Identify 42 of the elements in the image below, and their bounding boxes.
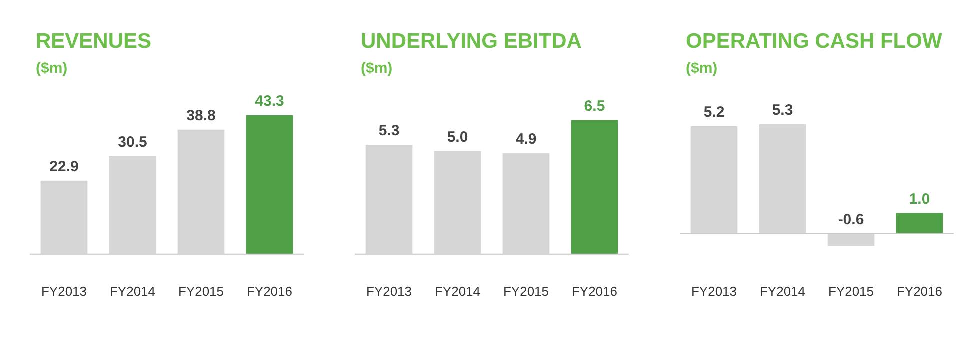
data-label: 4.9 <box>516 130 537 148</box>
x-tick-label: FY2015 <box>828 284 874 299</box>
bar <box>759 124 806 234</box>
data-label: -0.6 <box>838 211 864 228</box>
x-tick-label: FY2015 <box>503 284 550 299</box>
data-label: 5.3 <box>772 102 794 120</box>
x-tick-label: FY2016 <box>896 284 943 299</box>
data-label: 38.8 <box>186 108 216 125</box>
x-tick-label: FY2013 <box>41 284 88 299</box>
chart-subtitle: ($m) <box>361 60 393 77</box>
chart-title: OPERATING CASH FLOW <box>686 30 942 54</box>
chart-subtitle: ($m) <box>36 60 68 77</box>
bar <box>109 156 156 254</box>
chart-subtitle: ($m) <box>686 60 718 77</box>
x-tick-label: FY2014 <box>434 284 481 299</box>
bar <box>40 180 88 254</box>
data-label: 30.5 <box>118 134 148 152</box>
data-label: 5.2 <box>704 104 725 122</box>
x-tick-label: FY2013 <box>691 284 738 299</box>
bar <box>246 115 294 254</box>
data-label: 22.9 <box>50 158 79 176</box>
bar <box>896 213 944 234</box>
x-tick-label: FY2015 <box>178 284 224 299</box>
x-tick-label: FY2014 <box>110 284 156 299</box>
bar <box>690 126 738 234</box>
bar <box>434 151 482 254</box>
x-tick-label: FY2016 <box>246 284 293 299</box>
bar <box>828 234 875 246</box>
data-label: 43.3 <box>255 93 284 110</box>
x-tick-label: FY2014 <box>760 284 806 299</box>
bar <box>178 130 225 254</box>
data-label: 6.5 <box>584 98 606 115</box>
bar <box>571 120 618 254</box>
bar <box>366 145 413 254</box>
data-label: 5.3 <box>378 122 400 140</box>
x-tick-label: FY2013 <box>366 284 412 299</box>
data-label: 1.0 <box>909 190 930 208</box>
x-tick-label: FY2016 <box>572 284 618 299</box>
chart-title: UNDERLYING EBITDA <box>361 30 582 54</box>
chart-title: REVENUES <box>36 30 152 54</box>
data-label: 5.0 <box>447 128 468 146</box>
bar <box>502 153 550 254</box>
